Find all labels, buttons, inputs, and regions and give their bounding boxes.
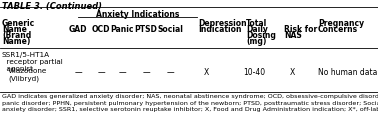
Text: Concerns: Concerns [318, 25, 358, 34]
Text: PTSD: PTSD [135, 25, 158, 34]
Text: OCD: OCD [92, 25, 110, 34]
Text: anxiety disorder; SSR1, selective serotonin reuptake inhibitor; X, Food and Drug: anxiety disorder; SSR1, selective seroto… [2, 107, 378, 112]
Text: Daily: Daily [246, 25, 268, 34]
Text: (Brand: (Brand [2, 31, 31, 40]
Text: Vilazodone: Vilazodone [8, 68, 47, 74]
Text: Name): Name) [2, 37, 30, 46]
Text: GAD indicates generalized anxiety disorder; NAS, neonatal abstinence syndrome; O: GAD indicates generalized anxiety disord… [2, 94, 378, 99]
Text: TABLE 3. (Continued): TABLE 3. (Continued) [2, 2, 102, 11]
Text: X: X [290, 68, 294, 77]
Text: Panic: Panic [110, 25, 134, 34]
Text: Generic: Generic [2, 19, 35, 28]
Text: Pregnancy: Pregnancy [318, 19, 364, 28]
Text: (Viibryd): (Viibryd) [8, 75, 39, 82]
Text: panic disorder; PPHN, persistent pulmonary hypertension of the newborn; PTSD, po: panic disorder; PPHN, persistent pulmona… [2, 101, 378, 105]
Text: X: X [203, 68, 209, 77]
Text: NAS: NAS [284, 31, 302, 40]
Text: Total: Total [246, 19, 267, 28]
Text: Indication: Indication [198, 25, 242, 34]
Text: Anxiety Indications: Anxiety Indications [96, 10, 179, 19]
Text: SSR1/5-HT1A: SSR1/5-HT1A [2, 52, 50, 58]
Text: Risk for: Risk for [284, 25, 317, 34]
Text: GAD: GAD [69, 25, 87, 34]
Text: Social: Social [157, 25, 183, 34]
Text: receptor partial: receptor partial [2, 59, 63, 65]
Text: —: — [142, 68, 150, 77]
Text: 10-40: 10-40 [243, 68, 265, 77]
Text: agonist: agonist [2, 66, 33, 72]
Text: (mg): (mg) [246, 37, 266, 46]
Text: Depression: Depression [198, 19, 246, 28]
Text: —: — [97, 68, 105, 77]
Text: Dosing: Dosing [246, 31, 276, 40]
Text: —: — [166, 68, 174, 77]
Text: —: — [118, 68, 126, 77]
Text: —: — [74, 68, 82, 77]
Text: Name: Name [2, 25, 27, 34]
Text: No human data: No human data [318, 68, 377, 77]
